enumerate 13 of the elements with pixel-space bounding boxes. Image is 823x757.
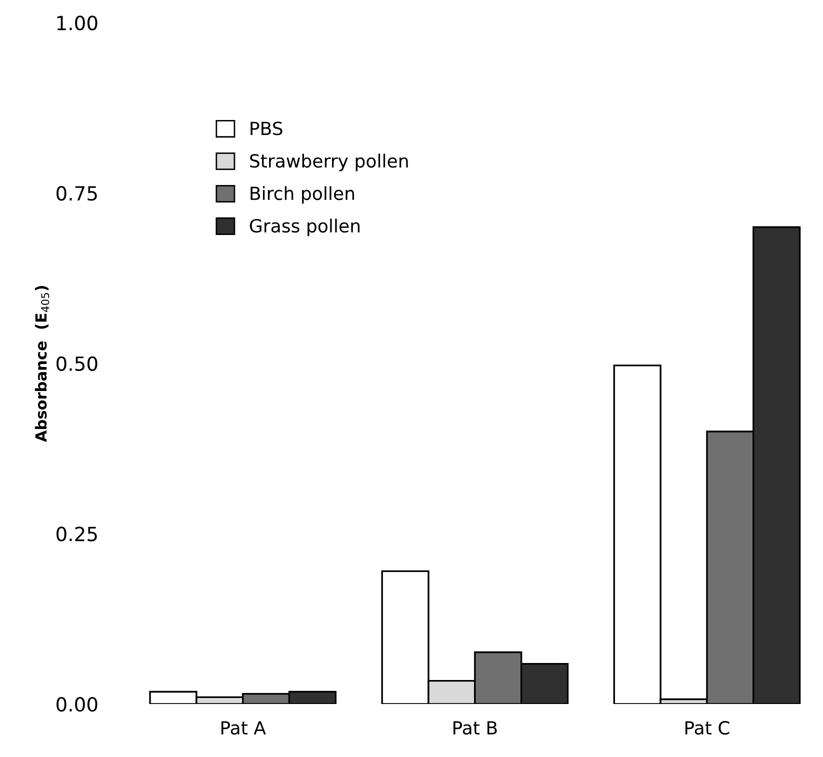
legend-label: Strawberry pollen (250, 154, 408, 172)
legend-label: Grass pollen (250, 218, 360, 236)
x-tick-label: Pat A (221, 721, 266, 735)
x-tick-label: Pat C (685, 720, 730, 735)
legend-label: PBS (250, 122, 282, 136)
y-tick-label: 0.00 (56, 696, 98, 712)
y-tick-label: 0.75 (56, 186, 97, 201)
x-tick-label: Pat B (454, 721, 497, 735)
y-tick-label: 0.50 (56, 356, 98, 372)
y-axis-title: Absorbance (E$_{405}$) (34, 286, 50, 442)
y-tick-label: 1.00 (57, 16, 98, 30)
y-tick-label: 0.25 (56, 526, 97, 542)
legend-label: Birch pollen (250, 186, 354, 204)
